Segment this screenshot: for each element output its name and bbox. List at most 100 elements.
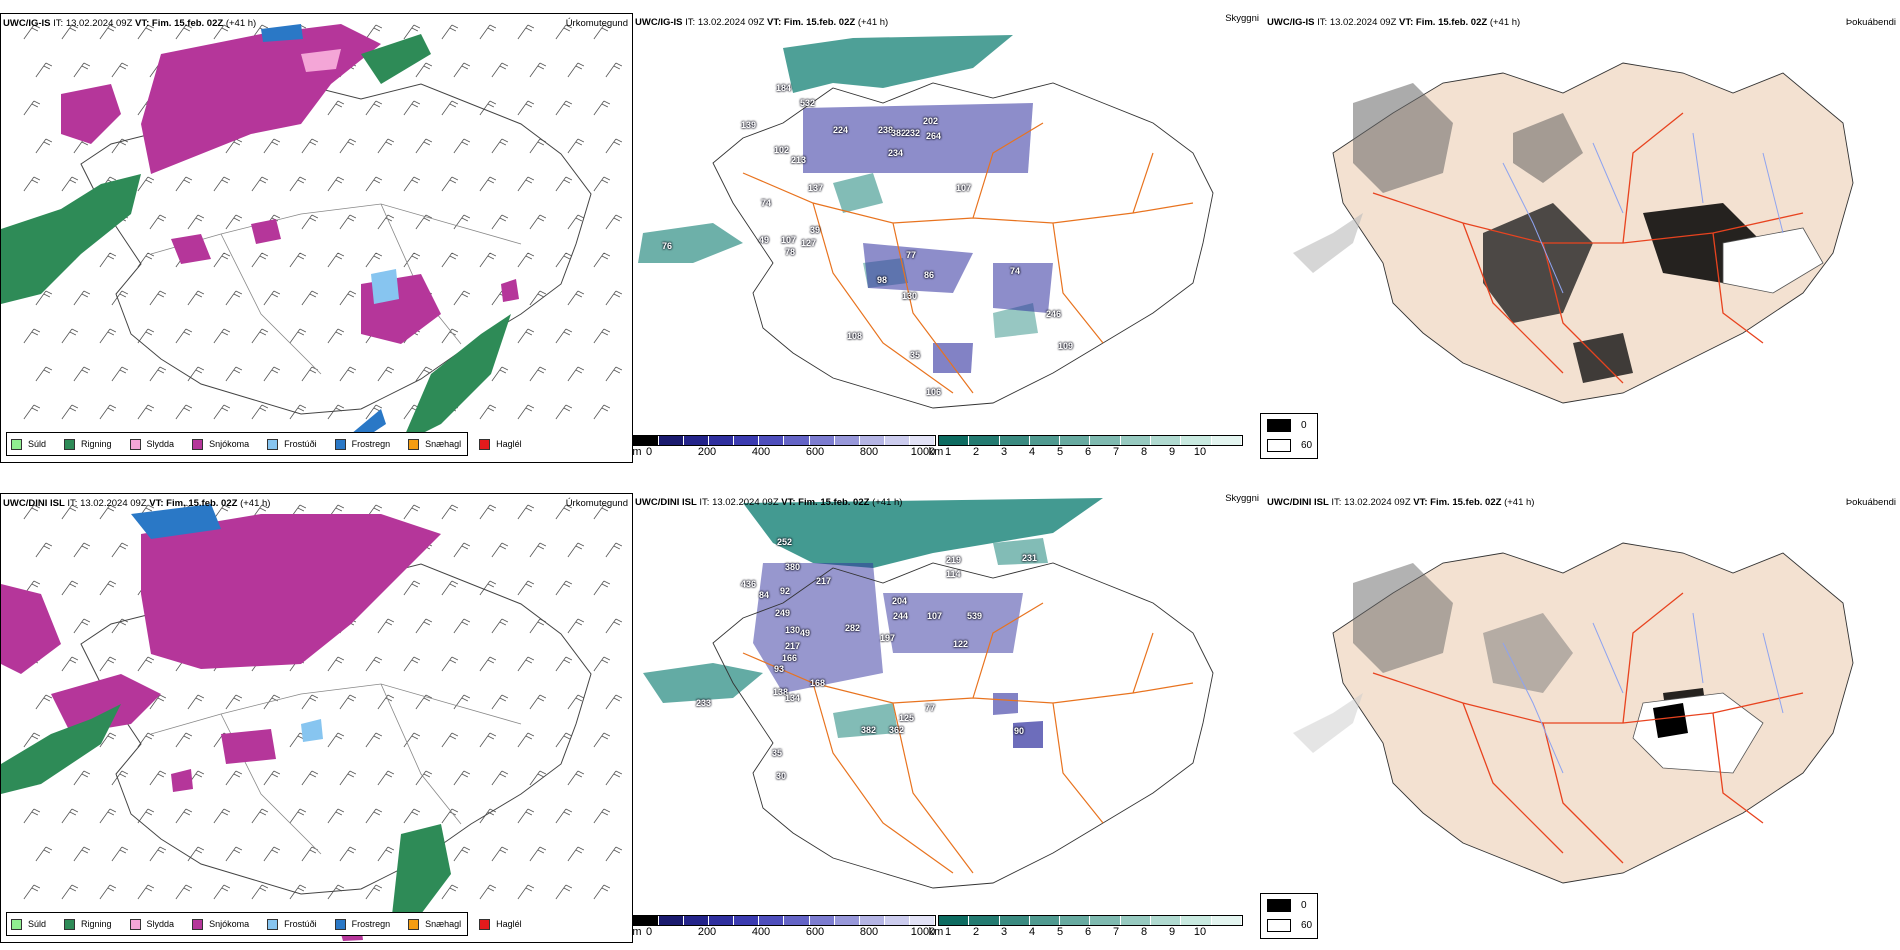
wind-barb (225, 214, 243, 230)
wind-barb (263, 770, 281, 786)
wind-barb (605, 290, 623, 306)
wind-barb (327, 808, 345, 824)
fog-legend-row: 60 (1267, 439, 1312, 452)
fog-legend: 0 60 (1260, 413, 1318, 459)
wind-barb (35, 62, 53, 78)
ceiling-label: 217 (785, 641, 801, 651)
legend-item-slydda: Slydda (129, 438, 174, 450)
cbar-tick: 600 (805, 446, 825, 458)
wind-barb (479, 808, 497, 824)
wind-barb (377, 618, 395, 634)
wind-barb (187, 366, 205, 382)
wind-barb (377, 846, 395, 862)
wind-barb (99, 580, 117, 596)
wind-barb (415, 770, 433, 786)
legend-item-frostudi: Frostúði (267, 918, 317, 930)
panel-title: Skyggni (1225, 493, 1259, 504)
wind-barb (23, 100, 41, 116)
vt-label: VT: (135, 18, 150, 29)
cbar-tick: 200 (697, 926, 717, 938)
wind-barb (593, 328, 611, 344)
panel-header: UWC/IG-IS IT: 13.02.2024 09Z VT: Fim. 15… (1267, 17, 1520, 28)
cbar-tick: 9 (1168, 446, 1176, 458)
wind-barb (403, 252, 421, 268)
wind-barb (517, 808, 535, 824)
wind-barb (187, 290, 205, 306)
vt-value: Fim. 15.feb. 02Z (783, 17, 856, 28)
visibility-colorbar-labels: km 1 2 3 4 5 6 7 8 9 10 (929, 926, 1243, 938)
wind-barb (491, 694, 509, 710)
fog-legend-row: 0 (1267, 899, 1307, 912)
wind-barb (73, 770, 91, 786)
cbar-swatch (909, 916, 935, 925)
cbar-unit: km (928, 446, 944, 458)
visibility-colorbar: km 1 2 3 4 5 6 7 8 9 10 (929, 915, 1243, 938)
wind-barb (35, 542, 53, 558)
wind-barb (99, 328, 117, 344)
wind-barb (453, 290, 471, 306)
wind-barb (479, 24, 497, 40)
wind-barb (403, 504, 421, 520)
wind-barb (491, 138, 509, 154)
wind-barb (555, 404, 573, 420)
it-label: IT: (1317, 17, 1328, 28)
precip-type-legend: Súld Rigning Slydda Snjókoma Frostúði Fr… (6, 432, 522, 456)
wind-barb (213, 24, 231, 40)
wind-barb (491, 618, 509, 634)
ceiling-label: 109 (1058, 341, 1074, 351)
wind-barb (137, 176, 155, 192)
wind-barb (593, 252, 611, 268)
wind-barb (441, 176, 459, 192)
ceiling-label: 125 (899, 713, 915, 723)
ceiling-label: 130 (902, 291, 918, 301)
wind-barb (289, 328, 307, 344)
legend-item-rigning: Rigning (64, 438, 112, 450)
cbar-swatch (1090, 916, 1121, 925)
wind-barb (479, 656, 497, 672)
ceiling-label: 382 (891, 128, 907, 138)
wind-barb (491, 542, 509, 558)
cbar-swatch (1060, 436, 1091, 445)
ceiling-map-graphic (638, 35, 1214, 409)
legend-swatch (479, 438, 491, 450)
wind-barb (111, 542, 129, 558)
cbar-swatch (784, 436, 810, 445)
wind-barb (61, 580, 79, 596)
panel-header: UWC/DINI ISL IT: 13.02.2024 09Z VT: Fim.… (3, 498, 270, 509)
legend-item-snjokoma: Snjókoma (192, 918, 249, 930)
wind-barb (517, 252, 535, 268)
visibility-colorbar-labels: km 1 2 3 4 5 6 7 8 9 10 (929, 446, 1243, 458)
wind-barb (111, 366, 129, 382)
wind-barb (593, 404, 611, 420)
ceiling-label: 49 (800, 628, 811, 638)
wind-barb (225, 290, 243, 306)
legend-label: Frostregn (351, 439, 391, 449)
legend-swatch (334, 918, 346, 930)
fog-indicator-map-dini: UWC/DINI ISL IT: 13.02.2024 09Z VT: Fim.… (1260, 493, 1900, 943)
legend-swatch (11, 438, 22, 450)
legend-label: Rigning (81, 919, 112, 929)
vt-label: VT: (149, 498, 164, 509)
wind-barb (529, 366, 547, 382)
wind-barb (441, 328, 459, 344)
ceiling-label: 137 (808, 183, 824, 193)
wind-barb (137, 24, 155, 40)
wind-barb (555, 176, 573, 192)
wind-barb (377, 770, 395, 786)
fog-legend-row: 60 (1267, 919, 1312, 932)
ceiling-colorbar-swatches (633, 435, 936, 446)
it-label: IT: (685, 17, 696, 28)
wind-barb (605, 618, 623, 634)
ceiling-label: 224 (833, 125, 849, 135)
wind-barb (377, 366, 395, 382)
wind-barb (263, 694, 281, 710)
wind-barb (403, 176, 421, 192)
ceiling-label: 35 (772, 748, 783, 758)
wind-barb (327, 100, 345, 116)
legend-label: Súld (28, 439, 47, 449)
wind-barb (517, 404, 535, 420)
cbar-swatch (1151, 436, 1182, 445)
cbar-swatch (684, 436, 710, 445)
ceiling-label: 92 (780, 586, 791, 596)
it-label: IT: (53, 18, 64, 29)
